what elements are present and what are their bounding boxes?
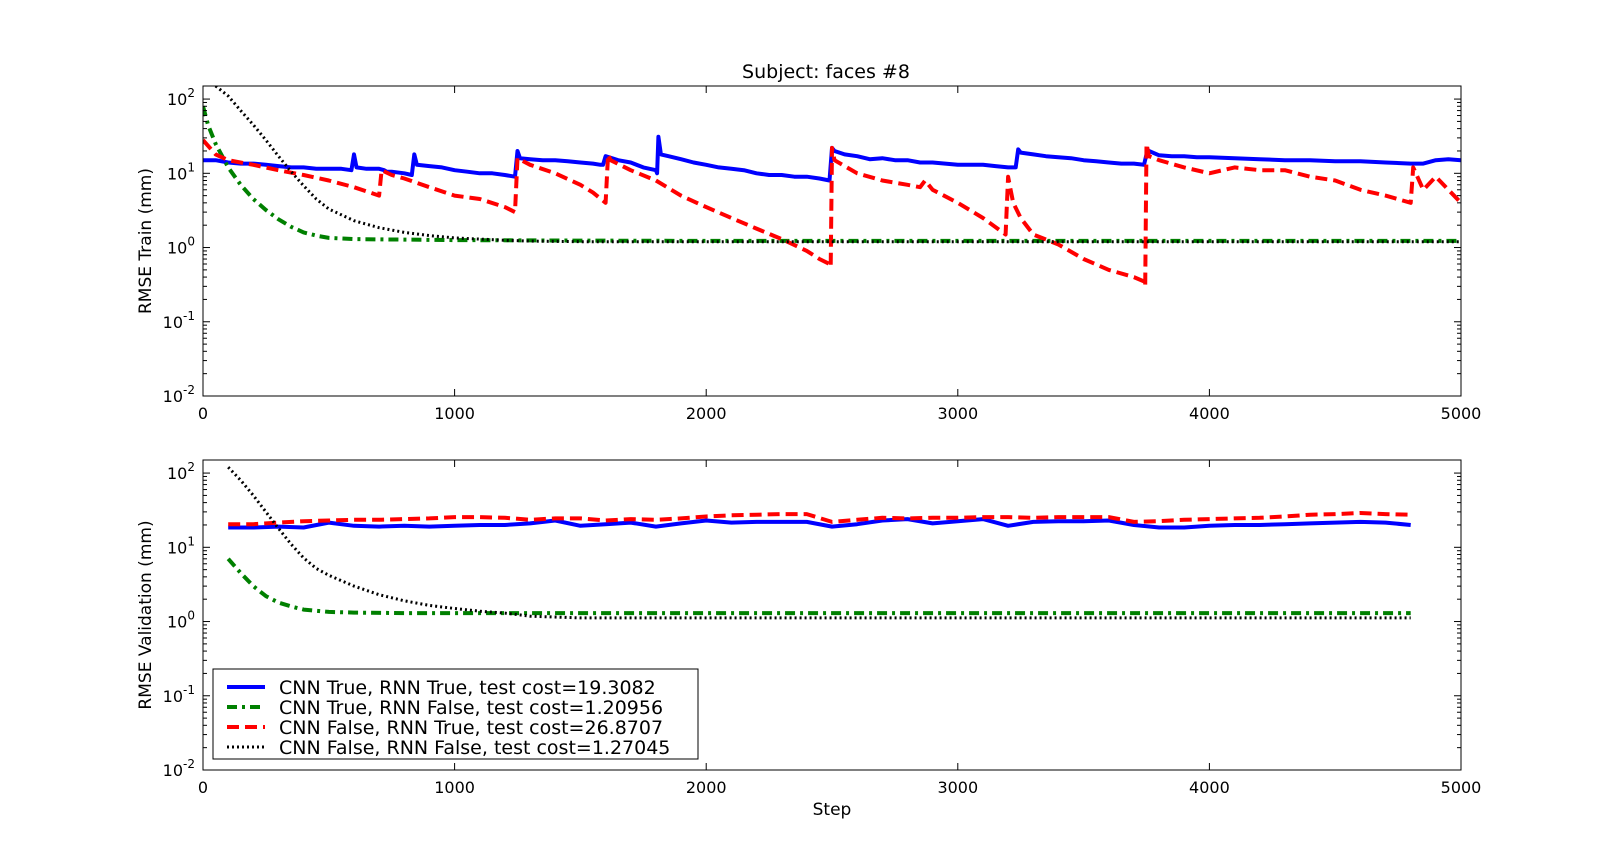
validation-y-tick-label: 10-1: [163, 683, 195, 706]
legend-label-2: CNN False, RNN True, test cost=26.8707: [279, 717, 663, 739]
validation-x-tick-label: 5000: [1441, 778, 1482, 797]
train-axes-frame: [202, 85, 1462, 397]
train-x-tick-label: 5000: [1441, 404, 1482, 423]
validation-x-tick-label: 3000: [937, 778, 978, 797]
validation-axes-frame: [202, 459, 1462, 771]
train-tick-layer: 0 1000 2000 3000 4000 5000 10-2 10-1 100 101 102: [163, 86, 1482, 423]
validation-y-tick-label: 101: [167, 534, 195, 557]
validation-series-line-1: [226, 557, 1411, 616]
train-x-tick-label: 4000: [1189, 404, 1230, 423]
validation-y-tick-label: 10-2: [163, 757, 195, 780]
legend: CNN True, RNN True, test cost=19.3082CNN…: [212, 668, 699, 760]
validation-x-tick-label: 4000: [1189, 778, 1230, 797]
train-y-tick-label: 10-2: [163, 383, 195, 406]
train-x-tick-label: 0: [198, 404, 208, 423]
validation-tick-layer: 0 1000 2000 3000 4000 5000 10-2 10-1 100 101 102: [163, 460, 1482, 797]
validation-series-layer: [226, 466, 1411, 620]
train-x-tick-label: 3000: [937, 404, 978, 423]
train-y-tick-label: 101: [167, 160, 195, 183]
validation-y-tick-label: 100: [167, 609, 195, 632]
validation-series-line-3: [227, 466, 1411, 620]
train-y-tick-label: 102: [167, 86, 195, 109]
train-x-tick-label: 1000: [434, 404, 475, 423]
train-y-tick-label: 10-1: [163, 309, 195, 332]
validation-series-line-0: [228, 517, 1411, 530]
legend-entries: CNN True, RNN True, test cost=19.3082CNN…: [227, 677, 670, 759]
train-series-line-2: [203, 138, 1461, 289]
validation-panel: 0 1000 2000 3000 4000 5000 10-2 10-1 100 101 102 R…: [136, 459, 1482, 820]
legend-box: [212, 668, 699, 760]
legend-label-1: CNN True, RNN False, test cost=1.20956: [279, 697, 663, 719]
train-y-tick-label: 100: [167, 235, 195, 258]
legend-label-0: CNN True, RNN True, test cost=19.3082: [279, 677, 656, 699]
train-series-line-3: [214, 86, 1461, 244]
chart-title: Subject: faces #8: [742, 61, 910, 83]
train-series-line-1: [203, 105, 1461, 243]
validation-x-tick-label: 2000: [686, 778, 727, 797]
train-series-layer: [203, 86, 1461, 289]
train-y-axis-label: RMSE Train (mm): [136, 168, 156, 314]
validation-x-tick-label: 1000: [434, 778, 475, 797]
validation-y-axis-label: RMSE Validation (mm): [136, 520, 156, 709]
train-panel: 0 1000 2000 3000 4000 5000 10-2 10-1 100 101 102 R…: [136, 85, 1482, 423]
x-axis-label: Step: [813, 800, 852, 820]
validation-x-tick-label: 0: [198, 778, 208, 797]
legend-label-3: CNN False, RNN False, test cost=1.27045: [279, 737, 670, 759]
train-x-tick-label: 2000: [686, 404, 727, 423]
validation-y-tick-label: 102: [167, 460, 195, 483]
